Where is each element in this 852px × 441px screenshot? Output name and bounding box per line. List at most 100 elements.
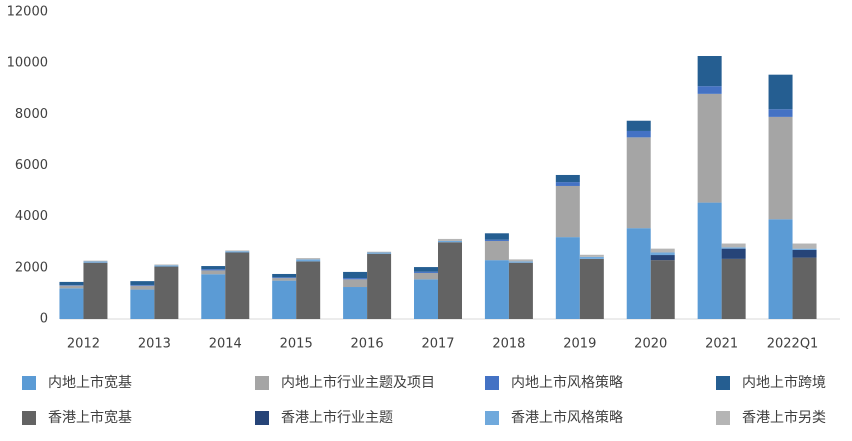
legend-label: 香港上市另类	[742, 409, 826, 426]
legend-swatch	[22, 411, 36, 425]
bar-segment	[579, 258, 604, 319]
bar-segment	[768, 74, 793, 110]
bar-segment	[201, 269, 226, 271]
bar-segment	[154, 264, 179, 266]
bar-segment	[792, 248, 817, 250]
legend-label: 内地上市宽基	[48, 374, 132, 391]
bar-segment	[59, 285, 84, 286]
bar-segment	[626, 228, 651, 319]
legend-swatch	[485, 376, 499, 390]
bar-segment	[154, 265, 179, 267]
bar-segment	[484, 240, 509, 261]
bar-segment	[59, 281, 84, 286]
bar-segment	[130, 285, 155, 290]
bar-segment	[650, 248, 675, 253]
bar-segment	[83, 261, 108, 263]
bar-segment	[508, 261, 533, 263]
bar-segment	[555, 185, 580, 238]
bar-segment	[296, 258, 321, 260]
bar-segment	[59, 288, 84, 319]
bar-segment	[59, 285, 84, 289]
bar-segment	[555, 174, 580, 183]
bar-segment	[225, 250, 250, 252]
bar-segment	[650, 260, 675, 319]
bar-segment	[579, 254, 604, 257]
legend-label: 内地上市风格策略	[511, 374, 623, 391]
bar-segment	[225, 252, 250, 319]
bar-segment	[414, 272, 438, 280]
bar-segment	[296, 259, 321, 262]
y-tick-label: 12000	[7, 5, 48, 20]
bar-segment	[414, 267, 438, 272]
legend-label: 香港上市风格策略	[511, 409, 623, 426]
y-tick-label: 4000	[15, 209, 48, 224]
bar-segment	[697, 86, 722, 94]
bar-segment	[484, 260, 509, 319]
bar-segment	[83, 260, 108, 262]
bar-segment	[438, 240, 462, 243]
x-tick-label: 2019	[563, 337, 596, 352]
bar-segment	[367, 252, 392, 254]
bar-segment	[438, 238, 462, 241]
bar-segment	[697, 93, 722, 203]
bar-segment	[225, 251, 250, 253]
bar-segment	[484, 239, 509, 241]
x-tick-label: 2021	[705, 337, 738, 352]
bar-segment	[201, 266, 226, 270]
legend-swatch	[255, 376, 269, 390]
bar-segment	[768, 219, 793, 319]
bar-segment	[367, 253, 392, 319]
legend-swatch	[485, 411, 499, 425]
bar-segment	[579, 256, 604, 259]
x-tick-label: 2016	[351, 337, 384, 352]
legend-label: 内地上市跨境	[742, 374, 826, 391]
bar-segment	[792, 243, 817, 249]
bar-segment	[367, 251, 392, 253]
bar-segment	[721, 258, 746, 319]
legend-swatch	[22, 376, 36, 390]
bar-segment	[83, 262, 108, 319]
bar-segment	[272, 273, 297, 278]
bar-segment	[555, 237, 580, 319]
legend-swatch	[255, 411, 269, 425]
legend-swatch	[716, 376, 730, 390]
x-tick-label: 2014	[209, 337, 242, 352]
bar-segment	[414, 271, 438, 273]
y-tick-label: 6000	[15, 158, 48, 173]
bar-segment	[792, 249, 817, 258]
bar-segment	[296, 261, 321, 319]
bar-segment	[343, 279, 368, 288]
bar-segment	[130, 281, 155, 285]
bar-segment	[768, 116, 793, 220]
x-tick-label: 2012	[67, 337, 100, 352]
bar-segment	[768, 109, 793, 117]
bar-segment	[697, 56, 722, 87]
bar-segment	[626, 137, 651, 229]
bar-segment	[154, 266, 179, 319]
bar-segment	[272, 280, 297, 319]
legend-label: 香港上市行业主题	[281, 409, 393, 426]
bar-segment	[508, 259, 533, 262]
bar-segment	[414, 279, 438, 319]
y-tick-label: 10000	[7, 56, 48, 71]
bar-segment	[272, 278, 297, 281]
bar-segment	[626, 130, 651, 138]
bar-segment	[792, 257, 817, 319]
legend-label: 内地上市行业主题及项目	[281, 374, 435, 391]
bar-segment	[697, 202, 722, 319]
bar-segment	[555, 182, 580, 186]
bar-segment	[721, 248, 746, 259]
x-tick-label: 2018	[492, 337, 525, 352]
bar-segment	[343, 271, 368, 279]
bar-segment	[721, 247, 746, 249]
x-tick-label: 2020	[634, 337, 667, 352]
bar-segment	[201, 274, 226, 319]
bar-segment	[272, 277, 297, 279]
legend-label: 香港上市宽基	[48, 409, 132, 426]
y-tick-label: 2000	[15, 260, 48, 275]
y-tick-label: 8000	[15, 107, 48, 122]
bar-segment	[343, 287, 368, 319]
bar-segment	[721, 243, 746, 248]
x-tick-label: 2017	[421, 337, 454, 352]
